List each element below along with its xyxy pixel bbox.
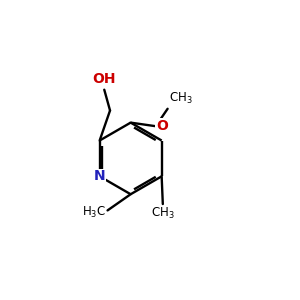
Text: OH: OH (92, 72, 116, 86)
Text: CH$_3$: CH$_3$ (151, 206, 175, 221)
Text: H$_3$C: H$_3$C (82, 205, 106, 220)
Text: CH$_3$: CH$_3$ (169, 91, 193, 106)
Text: O: O (156, 119, 168, 133)
Text: N: N (94, 169, 106, 183)
